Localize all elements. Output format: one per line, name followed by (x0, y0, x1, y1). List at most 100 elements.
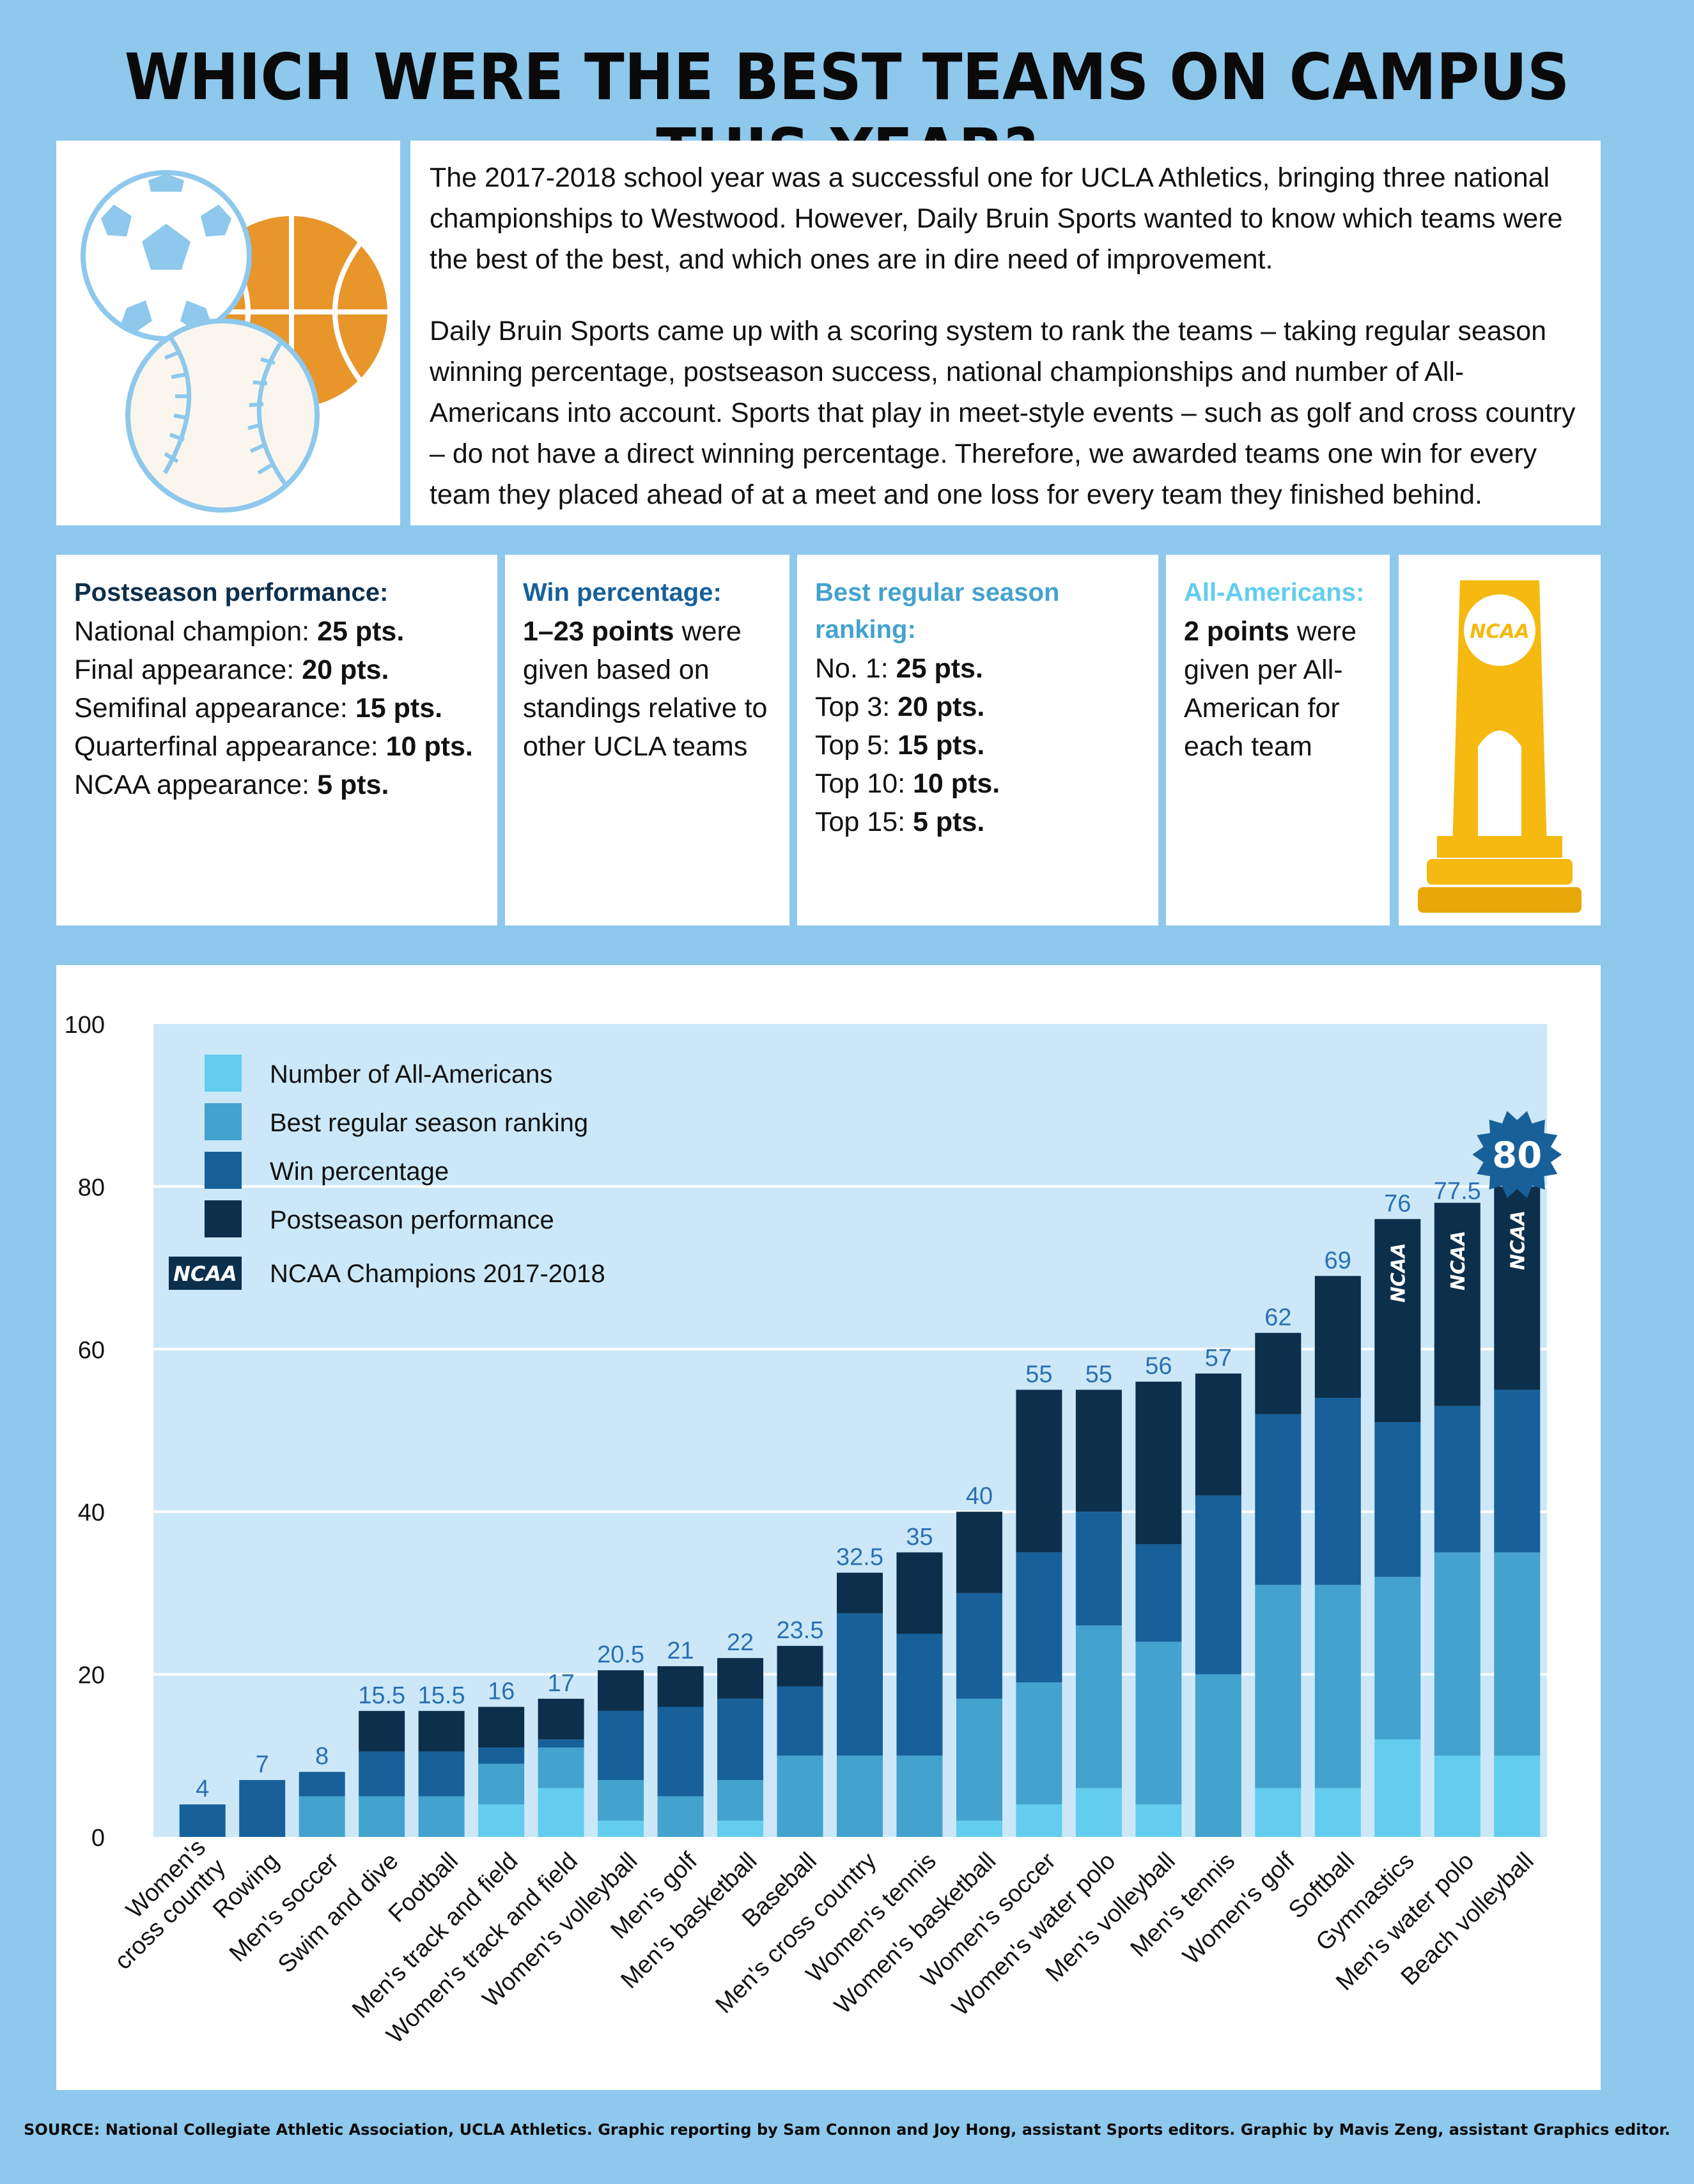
bar-segment-ranking (956, 1698, 1002, 1821)
bar-segment-win (1494, 1390, 1541, 1553)
legend-ncaa-badge-text: NCAA (173, 1262, 237, 1286)
bar-total-label: 56 (1145, 1353, 1172, 1380)
baseball-icon (125, 318, 320, 513)
bar-segment-all_americans (956, 1820, 1002, 1837)
bar-total-label: 80 (1492, 1135, 1542, 1176)
bar-segment-ranking (777, 1755, 823, 1837)
bar-segment-ranking (896, 1755, 943, 1837)
bar-segment-win (896, 1634, 943, 1756)
bar-segment-postseason (1195, 1373, 1241, 1496)
bar-segment-postseason (837, 1572, 883, 1614)
bar-total-label: 77.5 (1434, 1178, 1481, 1205)
bar-segment-postseason (1075, 1390, 1122, 1512)
rule-line: Final appearance: 20 pts. (74, 654, 389, 685)
bar-segment-win (418, 1751, 465, 1797)
rule-line: NCAA appearance: 5 pts. (74, 770, 389, 800)
intro-paragraph-1: The 2017-2018 school year was a successf… (430, 162, 1563, 275)
y-tick-label: 100 (65, 1012, 105, 1039)
bar-segment-ranking (1016, 1682, 1062, 1805)
bar-segment-ranking (299, 1796, 345, 1837)
rule-line: National champion: 25 pts. (74, 616, 405, 647)
bar-segment-postseason (598, 1670, 644, 1711)
rule-heading-win: Win percentage: (523, 578, 722, 607)
legend-ncaa-badge (169, 1257, 242, 1290)
bar-segment-win (598, 1710, 644, 1780)
bar-segment-win (657, 1707, 704, 1797)
bar-segment-postseason (538, 1698, 584, 1740)
bar-segment-ranking (1374, 1576, 1421, 1740)
bar-segment-ranking (359, 1796, 405, 1837)
bar-segment-win (1374, 1422, 1421, 1577)
legend-swatch (205, 1200, 242, 1237)
bar-segment-postseason (478, 1707, 525, 1748)
trophy-ncaa-text: NCAA (1470, 621, 1530, 643)
rule-line: Semifinal appearance: 15 pts. (74, 693, 443, 724)
bar-segment-ranking (1075, 1625, 1122, 1788)
rule-line: Top 15: 5 pts. (815, 807, 985, 837)
bar-total-label: 15.5 (418, 1682, 465, 1709)
rule-heading-all-americans: All-Americans: (1184, 578, 1365, 607)
ncaa-champion-badge: NCAA (1507, 1211, 1529, 1271)
bar-segment-ranking (657, 1796, 704, 1837)
bar-total-label: 35 (906, 1524, 933, 1551)
bar-total-label: 17 (547, 1670, 574, 1697)
bar-segment-all_americans (478, 1804, 525, 1837)
bar-segment-win (1195, 1495, 1241, 1675)
y-tick-label: 40 (78, 1499, 105, 1526)
ncaa-champion-badge: NCAA (1447, 1230, 1470, 1290)
bar-segment-postseason (1016, 1390, 1062, 1553)
bar-total-label: 69 (1325, 1247, 1351, 1274)
rule-line: Top 10: 10 pts. (815, 768, 1000, 799)
legend-swatch (205, 1055, 242, 1092)
bar-segment-ranking (1195, 1674, 1241, 1837)
bar-segment-postseason (1314, 1276, 1361, 1398)
rule-text-all-americans: 2 points were given per All-American for… (1184, 616, 1356, 762)
trophy-icon: NCAA (1418, 580, 1581, 913)
bar-total-label: 16 (488, 1678, 515, 1705)
rule-all-americans: All-Americans: 2 points were given per A… (1166, 555, 1390, 925)
bar-segment-postseason (1135, 1381, 1182, 1545)
bar-segment-all_americans (1494, 1755, 1541, 1837)
bar-segment-win (359, 1751, 405, 1797)
bar-total-label: 7 (256, 1751, 269, 1778)
bar-segment-postseason (359, 1710, 405, 1752)
bar-segment-all_americans (1434, 1755, 1480, 1837)
bar-segment-win (299, 1772, 345, 1797)
bar-segment-ranking (1135, 1641, 1182, 1805)
bar-segment-all_americans (1075, 1788, 1122, 1837)
bar-segment-win (1434, 1406, 1480, 1553)
bar-total-label: 21 (667, 1638, 694, 1664)
bar-segment-ranking (1494, 1552, 1541, 1756)
stacked-bar-chart: 0 20 40 60 80 100 4 7 8 15.5 15.5 16 17 20.5 21 22 23.5… (65, 1012, 1562, 2049)
bar-segment-all_americans (1135, 1804, 1182, 1837)
bar-segment-postseason (657, 1666, 704, 1707)
bar-segment-win (1075, 1512, 1122, 1626)
soccer-ball-icon (81, 170, 252, 341)
bar-segment-postseason (777, 1646, 823, 1687)
bar-segment-all_americans (1314, 1788, 1361, 1837)
source-note: SOURCE: National Collegiate Athletic Ass… (24, 2121, 1670, 2139)
rule-heading-ranking: Best regular season ranking: (815, 578, 1060, 644)
bar-segment-ranking (418, 1796, 465, 1837)
rule-ranking: Best regular season ranking: No. 1: 25 p… (797, 555, 1158, 925)
bar-segment-win (179, 1804, 226, 1837)
y-tick-label: 60 (78, 1337, 105, 1364)
bar-total-label: 55 (1025, 1361, 1052, 1388)
chart-panel: 0 20 40 60 80 100 4 7 8 15.5 15.5 16 17 20.5 21 22 23.5… (56, 965, 1601, 2090)
bar-total-label: 40 (966, 1483, 993, 1510)
bar-segment-all_americans (1016, 1804, 1062, 1837)
legend-label: Postseason performance (270, 1206, 554, 1234)
bar-segment-win (956, 1593, 1002, 1699)
bar-total-label: 15.5 (358, 1682, 405, 1709)
legend-label: NCAA Champions 2017-2018 (270, 1260, 605, 1288)
sports-balls-illustration (56, 141, 400, 525)
rule-line: Top 5: 15 pts. (815, 730, 985, 761)
rule-line: No. 1: 25 pts. (815, 653, 983, 684)
rule-text-win: 1–23 points were given based on standing… (523, 616, 768, 762)
bar-total-label: 4 (196, 1776, 209, 1802)
bar-total-label: 23.5 (777, 1617, 824, 1644)
ncaa-trophy-illustration: NCAA (1399, 555, 1601, 925)
bar-segment-all_americans (1374, 1739, 1421, 1837)
y-tick-label: 0 (91, 1825, 105, 1852)
ncaa-champion-badge: NCAA (1387, 1243, 1410, 1303)
